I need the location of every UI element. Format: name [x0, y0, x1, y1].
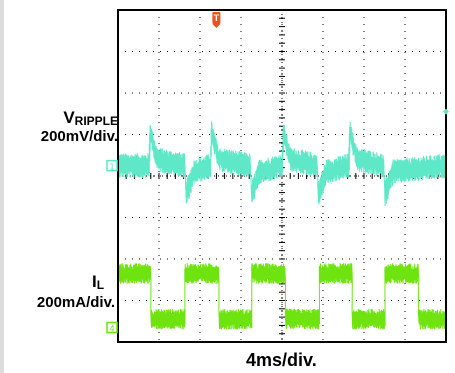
- trigger-marker-label: T: [214, 13, 220, 23]
- ch1-scale-label: 200mV/div.: [40, 128, 118, 145]
- ch1-ground-marker: [106, 159, 118, 172]
- trigger-marker-arrow: [212, 24, 221, 28]
- plot-frame: [117, 9, 447, 343]
- ch2-name-label: IL: [92, 272, 105, 292]
- ch1-ground-marker-label: 1: [109, 162, 114, 172]
- time-scale-label: 4ms/div.: [246, 350, 317, 370]
- window-edge-strip: [0, 0, 4, 373]
- vripple-trace: [117, 121, 448, 207]
- ch1-name-label: VRIPPLE: [63, 108, 118, 128]
- ch2-ground-marker: [106, 321, 118, 334]
- ch1-right-marker: [443, 108, 449, 115]
- ch2-ground-marker-label: 4: [109, 323, 114, 333]
- ch2-scale-label: 200mA/div.: [36, 294, 115, 311]
- il-trace: [117, 263, 448, 330]
- trigger-marker: [212, 12, 221, 24]
